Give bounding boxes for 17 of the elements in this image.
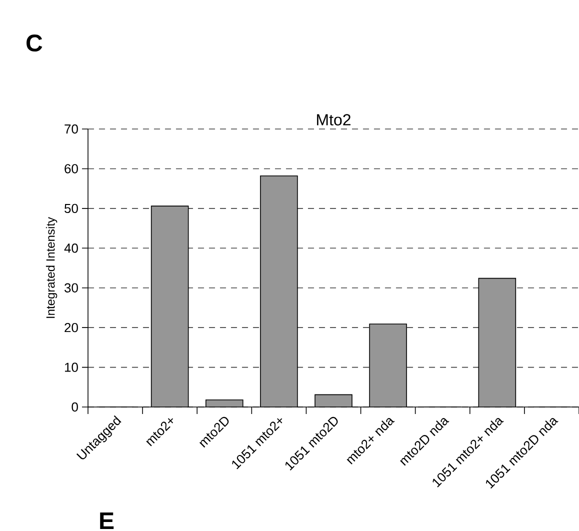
y-tick-label: 50: [64, 204, 78, 214]
y-tick-label: 30: [64, 283, 78, 292]
y-tick-label: 0: [72, 402, 78, 412]
chart-title: Mto2: [317, 114, 350, 126]
y-tick-label: 10: [64, 362, 78, 372]
text: E: [100, 512, 114, 530]
y-axis-title: Integrated Intensity: [46, 217, 58, 318]
bar: [315, 394, 352, 407]
y-tick-label: 20: [64, 322, 78, 332]
text: C: [26, 34, 42, 52]
bar: [370, 324, 407, 407]
y-tick-label: 70: [64, 124, 78, 134]
bar: [260, 176, 298, 407]
bar: [151, 206, 188, 407]
y-tick-label: 40: [64, 244, 78, 253]
y-tick-label: 60: [64, 164, 78, 174]
bar: [478, 278, 516, 407]
